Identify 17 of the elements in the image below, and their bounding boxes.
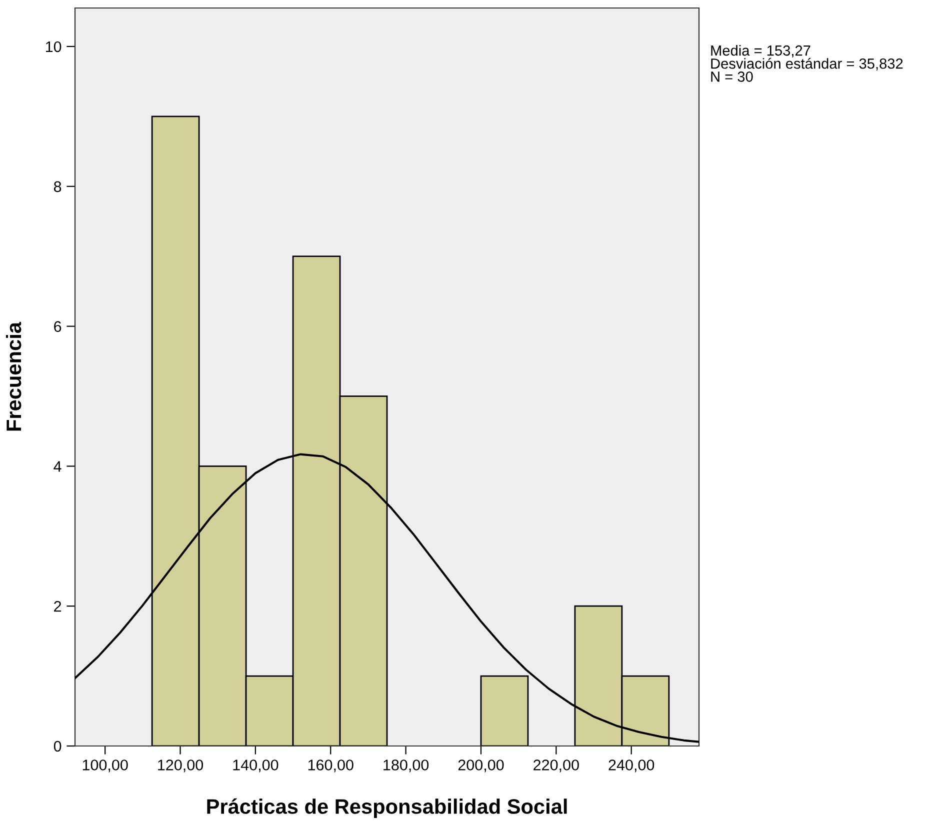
x-tick-label: 140,00	[233, 760, 278, 772]
x-tick-label: 100,00	[82, 760, 128, 772]
x-tick-label: 120,00	[158, 760, 204, 772]
x-tick-label: 180,00	[384, 760, 429, 772]
x-tick-label: 200,00	[458, 760, 504, 772]
y-tick-label: 0	[54, 740, 62, 752]
text: Media = 153,27 Desviación estándar = 35,832 N = 30	[711, 45, 903, 82]
y-axis-title: Frecuencia	[6, 322, 22, 431]
y-tick-label: 8	[54, 181, 62, 192]
y-tick-label: 2	[54, 600, 62, 612]
y-tick-label: 4	[54, 461, 62, 472]
x-tick-label: 220,00	[534, 760, 579, 772]
x-axis-title: Prácticas de Responsabilidad Social	[207, 798, 567, 818]
x-tick-label: 240,00	[608, 760, 654, 772]
y-tick-label: 10	[46, 41, 62, 52]
y-tick-label: 6	[54, 321, 62, 332]
x-tick-label: 160,00	[308, 760, 354, 772]
